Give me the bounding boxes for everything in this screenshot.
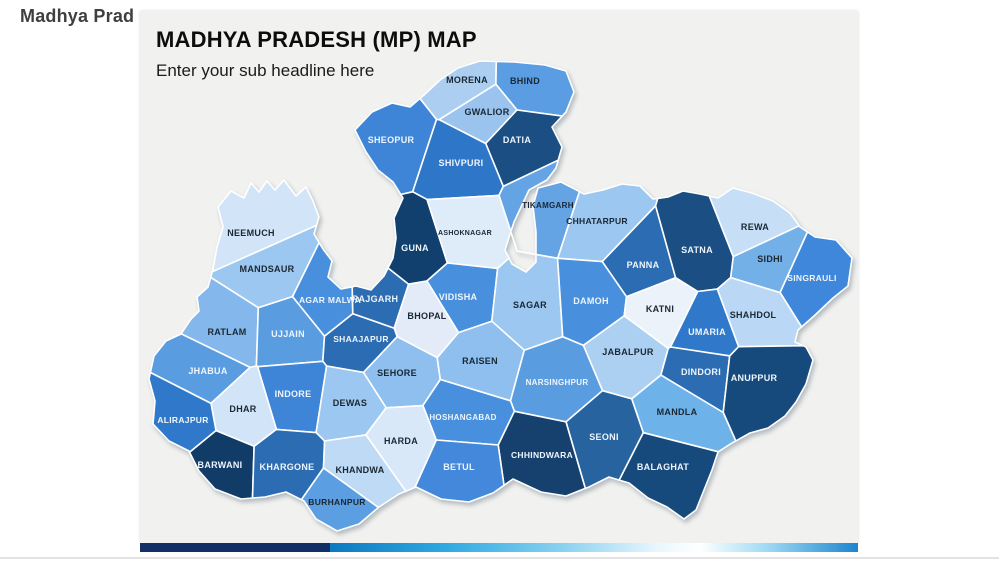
district-shape-neemuch[interactable] — [211, 179, 320, 273]
district-shape-barwani[interactable] — [188, 429, 255, 500]
accent-bar-navy-segment — [140, 543, 330, 552]
accent-bar-gradient-segment — [330, 543, 858, 552]
slide-subtitle: Enter your sub headline here — [156, 61, 375, 80]
district-shape-alirajpur[interactable] — [148, 371, 217, 454]
page-bottom-divider — [0, 557, 999, 559]
district-shapes-layer — [148, 60, 853, 532]
district-shape-anuppur[interactable] — [722, 344, 814, 442]
district-shape-balaghat[interactable] — [618, 431, 720, 520]
page-heading: Madhya Prad — [20, 6, 135, 26]
district-shape-betul[interactable] — [414, 439, 505, 503]
district-shape-burhanpur[interactable] — [300, 467, 380, 532]
district-shape-tikamgarh[interactable] — [498, 159, 581, 260]
slide-title: MADHYA PRADESH (MP) MAP — [156, 27, 477, 52]
district-shape-satna[interactable] — [654, 190, 735, 293]
